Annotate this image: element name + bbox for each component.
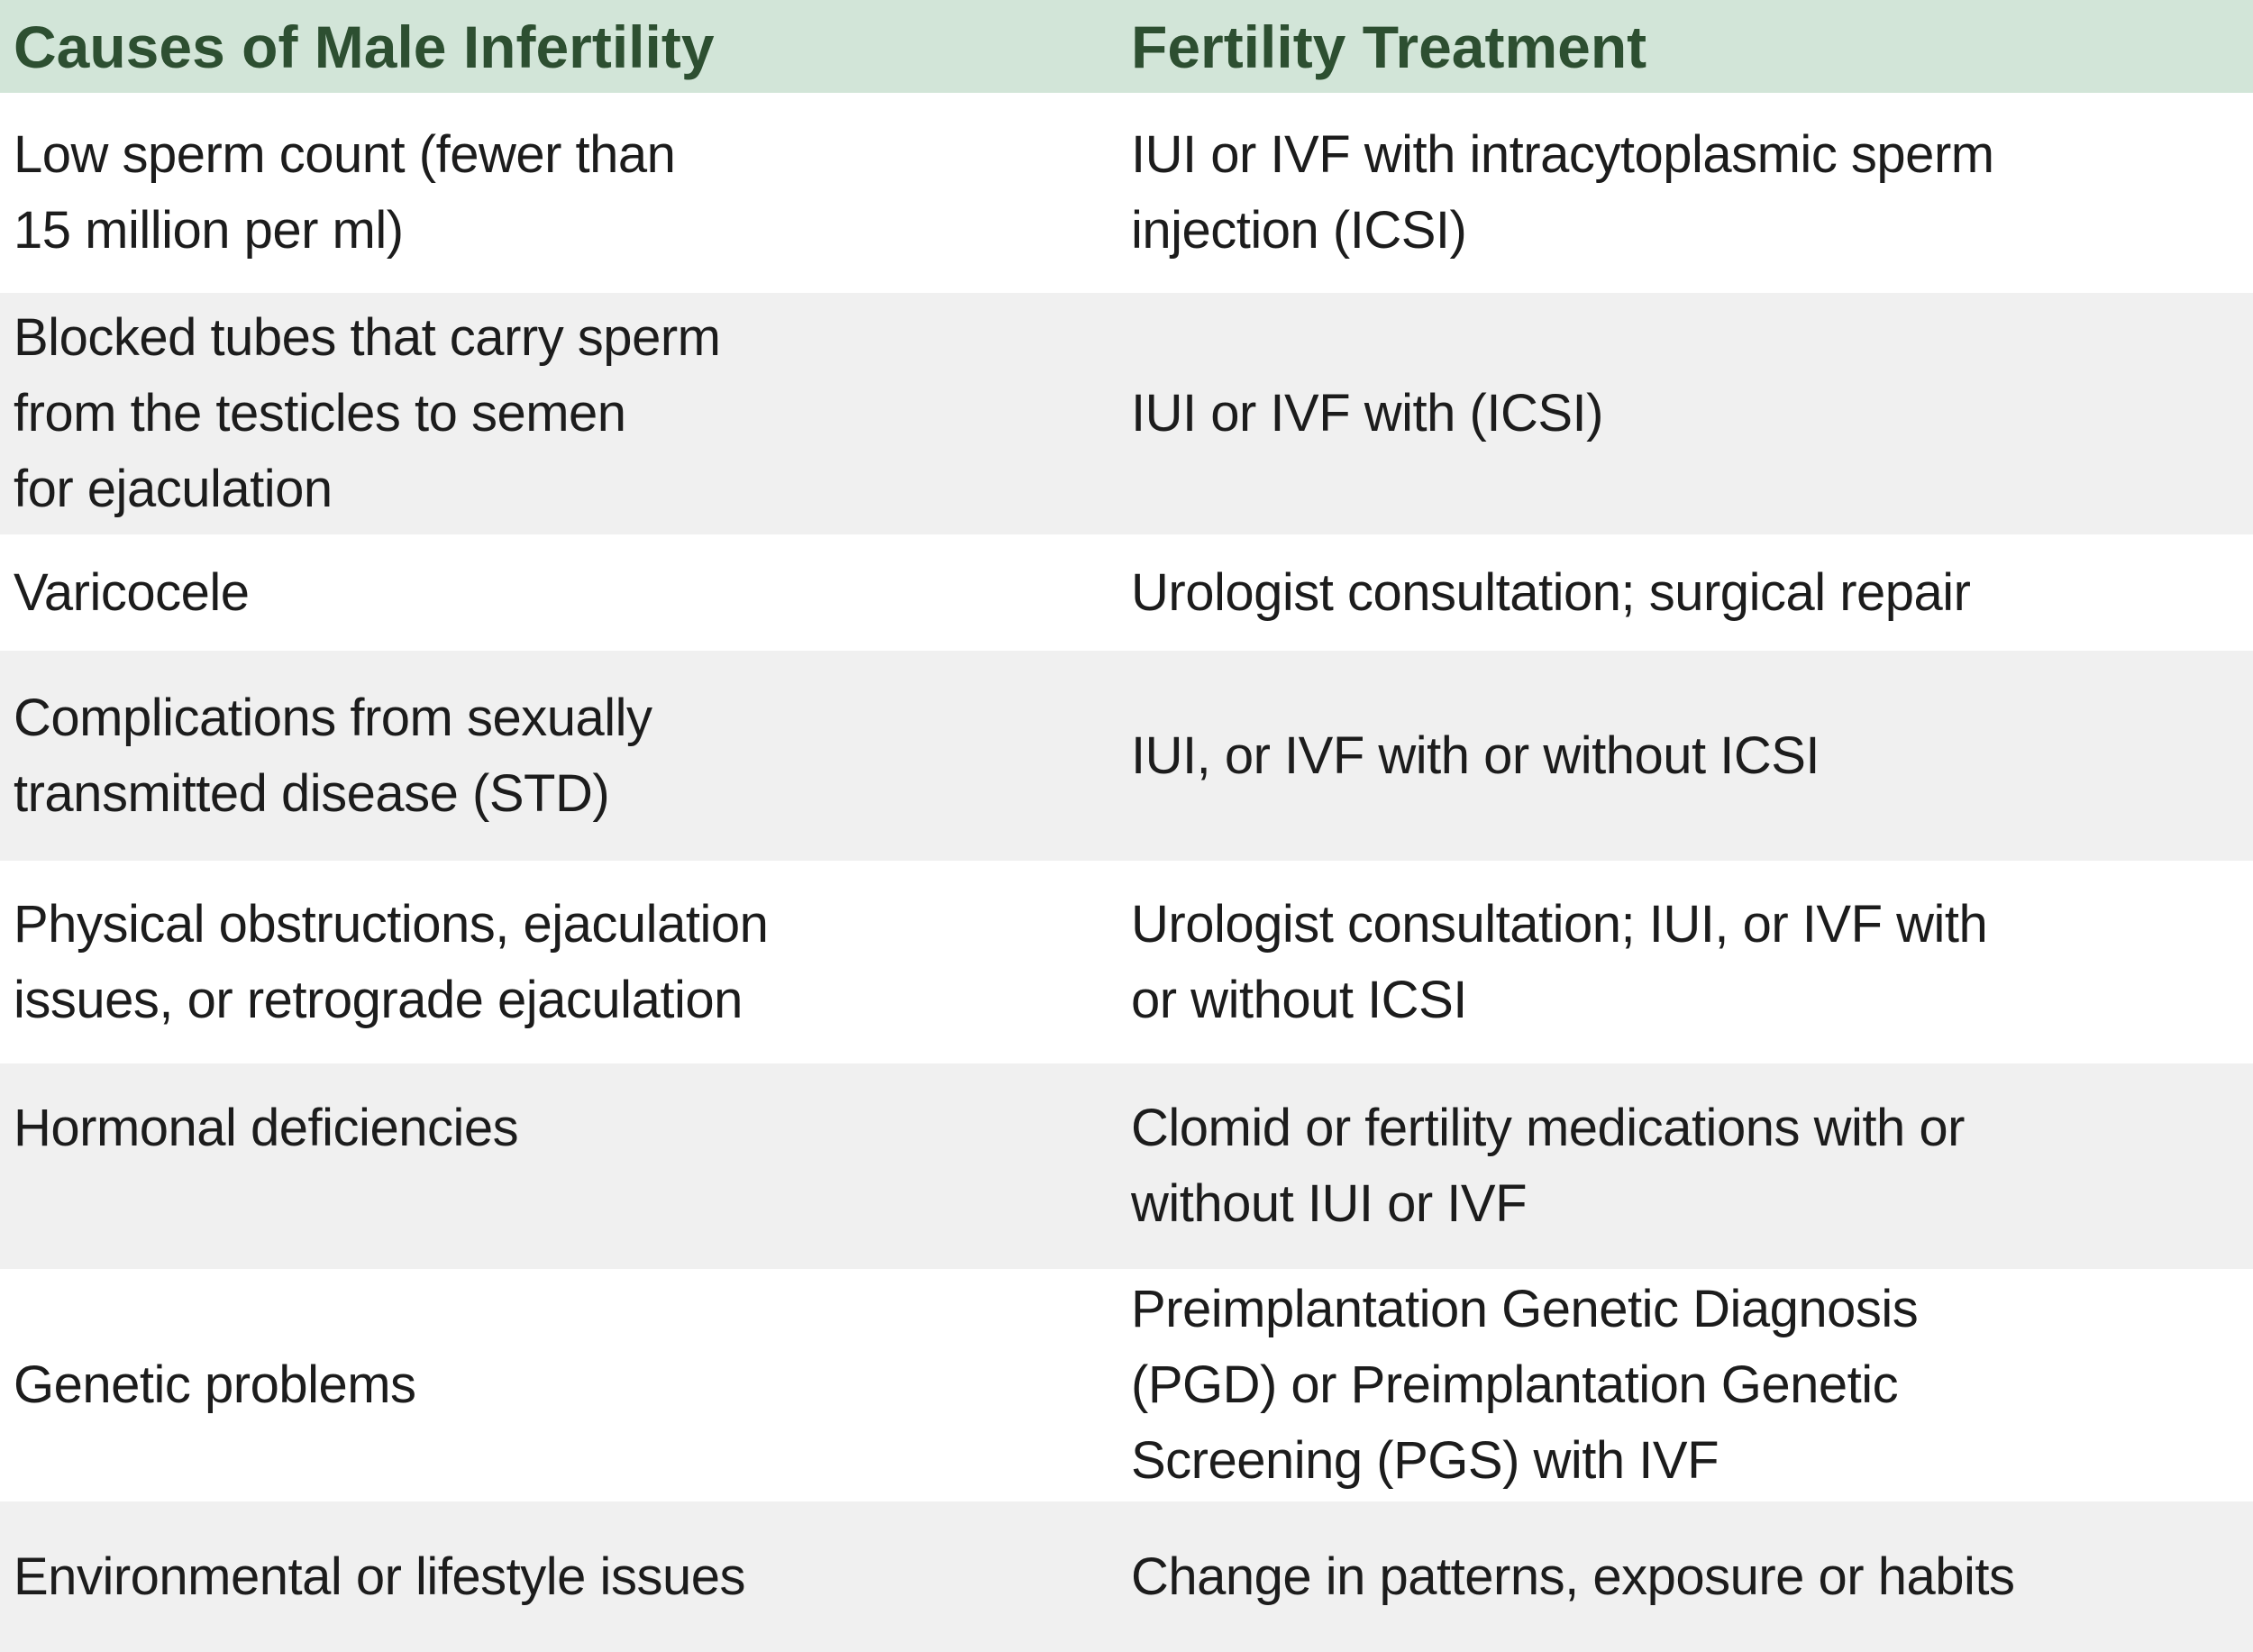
- table-body: Low sperm count (fewer than 15 million p…: [0, 93, 2253, 1652]
- cause-cell: Hormonal deficiencies: [14, 1099, 519, 1157]
- treatment-cell: Preimplantation Genetic Diagnosis (PGD) …: [1131, 1280, 1919, 1490]
- header-causes: Causes of Male Infertility: [14, 13, 715, 80]
- treatment-cell: IUI, or IVF with or without ICSI: [1131, 726, 1820, 785]
- table-row: Hormonal deficiencies Clomid or fertility…: [0, 1063, 2253, 1269]
- table-row: Blocked tubes that carry sperm from the …: [0, 293, 2253, 534]
- treatment-cell: Change in patterns, exposure or habits: [1131, 1547, 2015, 1606]
- table-row: Complications from sexually transmitted …: [0, 651, 2253, 861]
- treatment-cell: IUI or IVF with intracytoplasmic sperm i…: [1131, 125, 1994, 260]
- table-row: Low sperm count (fewer than 15 million p…: [0, 93, 2253, 293]
- table-row: Environmental or lifestyle issues Change …: [0, 1501, 2253, 1652]
- cause-cell: Low sperm count (fewer than 15 million p…: [14, 125, 676, 260]
- table-header-row: Causes of Male Infertility Fertility Tre…: [0, 0, 2253, 93]
- cause-cell: Complications from sexually transmitted …: [14, 688, 652, 823]
- treatment-cell: Urologist consultation; IUI, or IVF with…: [1131, 894, 1988, 1029]
- cause-cell: Physical obstructions, ejaculation issue…: [14, 894, 769, 1029]
- treatment-cell: Clomid or fertility medications with or …: [1131, 1099, 1965, 1233]
- table-row: Varicocele Urologist consultation; surgic…: [0, 534, 2253, 651]
- header-treatment: Fertility Treatment: [1131, 13, 1647, 80]
- table-row: Genetic problems Preimplantation Genetic …: [0, 1269, 2253, 1501]
- cause-cell: Blocked tubes that carry sperm from the …: [14, 308, 721, 518]
- table-row: Physical obstructions, ejaculation issue…: [0, 861, 2253, 1063]
- treatment-cell: IUI or IVF with (ICSI): [1131, 384, 1603, 443]
- cause-cell: Environmental or lifestyle issues: [14, 1547, 745, 1606]
- treatment-cell: Urologist consultation; surgical repair: [1131, 562, 1971, 622]
- cause-cell: Varicocele: [14, 562, 250, 622]
- cause-cell: Genetic problems: [14, 1355, 416, 1414]
